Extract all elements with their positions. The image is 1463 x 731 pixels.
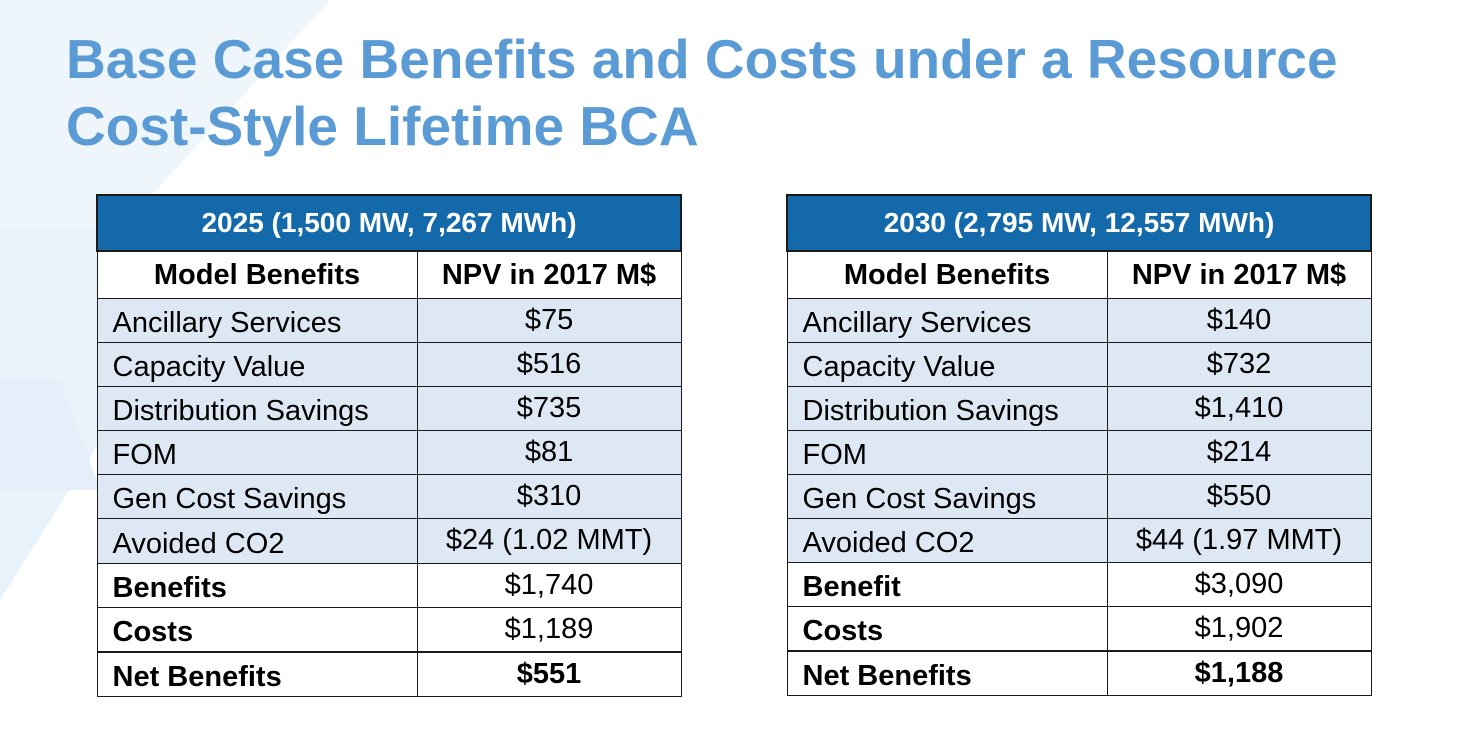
table-row: Gen Cost Savings $550 <box>786 474 1372 519</box>
table-row: Benefit $3,090 <box>786 562 1372 607</box>
table-row: Gen Cost Savings $310 <box>96 474 682 519</box>
row-value: $310 <box>416 474 682 519</box>
row-label: Avoided CO2 <box>96 518 418 564</box>
row-value: $75 <box>416 298 682 343</box>
column-header-model-benefits: Model Benefits <box>96 250 418 299</box>
row-label: Capacity Value <box>786 342 1108 387</box>
table-2030: 2030 (2,795 MW, 12,557 MWh) Model Benefi… <box>785 194 1373 696</box>
table-row: Ancillary Services $75 <box>96 298 682 343</box>
row-label: Gen Cost Savings <box>786 474 1108 519</box>
row-value-costs: $1,189 <box>416 607 682 652</box>
table-row: FOM $214 <box>786 430 1372 475</box>
row-label: Gen Cost Savings <box>96 474 418 519</box>
row-label: Avoided CO2 <box>786 518 1108 563</box>
row-value: $516 <box>416 342 682 387</box>
row-value-net-benefits: $551 <box>416 650 682 697</box>
table-row: Avoided CO2 $24 (1.02 MMT) <box>96 518 682 564</box>
table-row: Capacity Value $516 <box>96 342 682 387</box>
row-label: Ancillary Services <box>96 298 418 343</box>
table-row: Costs $1,189 <box>96 607 682 652</box>
row-value: $732 <box>1106 342 1372 387</box>
table-row: Net Benefits $1,188 <box>786 649 1372 696</box>
row-value-benefit: $3,090 <box>1106 562 1372 607</box>
table-row: FOM $81 <box>96 430 682 475</box>
table-row: Costs $1,902 <box>786 606 1372 651</box>
row-value: $140 <box>1106 298 1372 343</box>
row-label-costs: Costs <box>786 606 1108 651</box>
table-2025: 2025 (1,500 MW, 7,267 MWh) Model Benefit… <box>95 194 683 697</box>
table-year-header: 2025 (1,500 MW, 7,267 MWh) <box>95 194 683 252</box>
column-header-npv: NPV in 2017 M$ <box>1106 250 1372 299</box>
table-row: Benefits $1,740 <box>96 563 682 608</box>
column-header-model-benefits: Model Benefits <box>786 250 1108 299</box>
row-value: $1,410 <box>1106 386 1372 431</box>
row-label: FOM <box>786 430 1108 475</box>
table-row: Capacity Value $732 <box>786 342 1372 387</box>
table-row: Ancillary Services $140 <box>786 298 1372 343</box>
row-label-benefit: Benefit <box>786 562 1108 607</box>
row-label: Distribution Savings <box>786 386 1108 431</box>
row-value: $44 (1.97 MMT) <box>1106 518 1372 563</box>
row-value: $214 <box>1106 430 1372 475</box>
row-label: Capacity Value <box>96 342 418 387</box>
row-value: $550 <box>1106 474 1372 519</box>
row-label-costs: Costs <box>96 607 418 652</box>
table-year-header: 2030 (2,795 MW, 12,557 MWh) <box>785 194 1373 252</box>
row-label-net-benefits: Net Benefits <box>96 650 418 697</box>
row-value-costs: $1,902 <box>1106 606 1372 651</box>
row-label: Distribution Savings <box>96 386 418 431</box>
row-value: $81 <box>416 430 682 475</box>
row-value: $24 (1.02 MMT) <box>416 518 682 564</box>
row-label: Ancillary Services <box>786 298 1108 343</box>
column-header-npv: NPV in 2017 M$ <box>416 250 682 299</box>
table-row: Net Benefits $551 <box>96 650 682 697</box>
row-value-benefits: $1,740 <box>416 563 682 608</box>
table-row: Avoided CO2 $44 (1.97 MMT) <box>786 518 1372 563</box>
row-label: FOM <box>96 430 418 475</box>
row-label-net-benefits: Net Benefits <box>786 649 1108 696</box>
table-row: Distribution Savings $735 <box>96 386 682 431</box>
slide-title: Base Case Benefits and Costs under a Res… <box>66 28 1338 157</box>
row-value-net-benefits: $1,188 <box>1106 649 1372 696</box>
row-label-benefits: Benefits <box>96 563 418 608</box>
table-row: Distribution Savings $1,410 <box>786 386 1372 431</box>
row-value: $735 <box>416 386 682 431</box>
